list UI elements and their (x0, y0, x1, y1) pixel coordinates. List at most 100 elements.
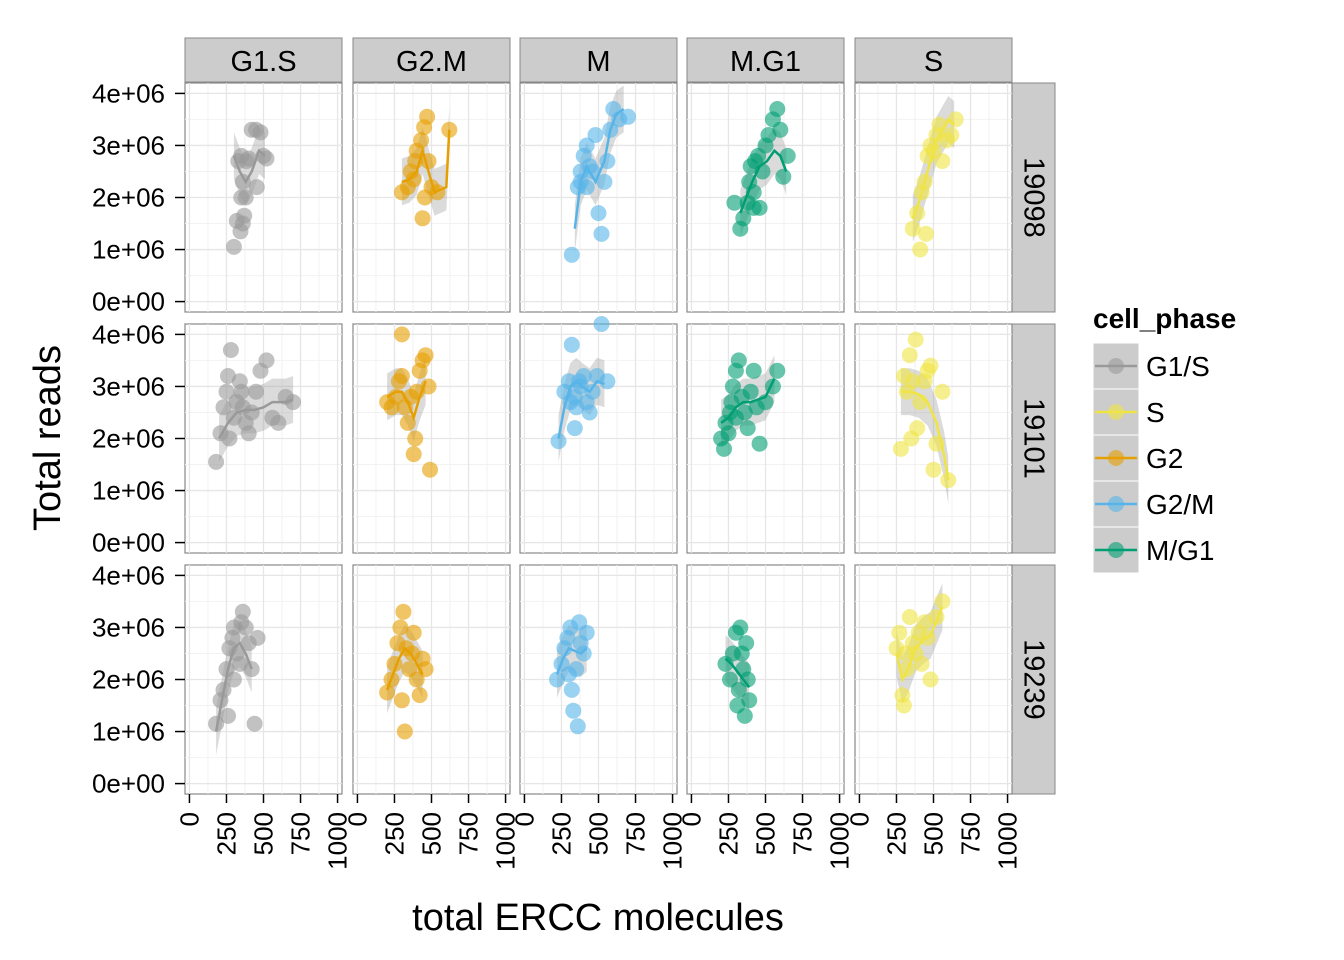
data-point (912, 241, 929, 258)
data-point (916, 614, 933, 631)
data-point (221, 430, 238, 447)
facet-strip-right-label: 19101 (1018, 398, 1050, 479)
facet-series (225, 121, 275, 255)
data-point (934, 383, 951, 400)
data-point (270, 414, 287, 431)
data-point (943, 127, 960, 143)
facet-series (379, 603, 434, 740)
x-tick-label: 750 (621, 812, 651, 855)
data-point (285, 394, 302, 411)
y-tick-label: 2e+06 (92, 183, 165, 213)
x-axis: 0 250 500 750 1000 (676, 794, 855, 870)
smooth-line (386, 380, 427, 422)
facet-series (888, 583, 951, 714)
x-tick-label: 250 (881, 812, 911, 855)
smooth-line (555, 646, 588, 675)
data-point (922, 671, 939, 688)
x-tick-label: 1000 (993, 812, 1023, 870)
data-point (248, 179, 265, 196)
smooth-line (573, 107, 625, 229)
data-point (379, 684, 396, 701)
x-tick-label: 1000 (323, 812, 353, 870)
legend-key-point (1108, 404, 1124, 420)
data-point (596, 173, 613, 190)
y-axis-title: Total reads (27, 345, 69, 531)
x-tick-label: 750 (454, 812, 484, 855)
data-point (566, 388, 583, 405)
x-tick-label: 0 (342, 812, 372, 826)
x-tick-label: 1000 (825, 812, 855, 870)
y-tick-label: 4e+06 (92, 78, 165, 108)
data-point (222, 342, 239, 358)
facet-series (208, 342, 302, 470)
x-tick-label: 250 (379, 812, 409, 855)
data-point (249, 629, 266, 646)
data-point (218, 383, 235, 400)
legend-entry: S (1092, 388, 1165, 436)
y-tick-label: 3e+06 (92, 612, 165, 642)
data-point (901, 609, 918, 625)
data-point (891, 624, 908, 641)
smooth-line (401, 129, 451, 195)
data-point (578, 137, 595, 154)
y-tick-label: 3e+06 (92, 130, 165, 160)
data-point (732, 619, 749, 636)
x-tick-label: 250 (211, 812, 241, 855)
facet-series (550, 316, 616, 462)
x-tick-label: 500 (249, 812, 279, 855)
data-point (215, 399, 232, 416)
x-tick-label: 500 (919, 812, 949, 855)
data-point (769, 362, 786, 379)
facet-series (208, 603, 266, 755)
facet-panel (184, 564, 343, 795)
x-axis: 0 250 500 750 1000 (509, 794, 688, 870)
data-point (566, 420, 583, 437)
facet-strip-top (184, 37, 343, 83)
data-point (581, 404, 598, 421)
data-point (903, 430, 920, 447)
x-tick-label: 0 (676, 812, 706, 826)
facet-strip-top-label: M.G1 (730, 46, 801, 78)
data-point (405, 624, 422, 641)
data-point (408, 671, 425, 688)
data-point (895, 697, 912, 714)
x-tick-label: 250 (713, 812, 743, 855)
data-point (234, 603, 251, 620)
data-point (411, 687, 428, 704)
legend-label: M/G1 (1146, 535, 1214, 566)
facet-series (726, 101, 796, 237)
smooth-line (557, 379, 605, 439)
legend-key-point (1108, 358, 1124, 374)
facet-series (393, 106, 458, 227)
smooth-line (218, 398, 294, 440)
data-point (913, 655, 930, 672)
data-point (593, 316, 610, 332)
data-point (395, 603, 412, 620)
facet-strip-top-label: M (586, 46, 610, 78)
x-tick-label: 0 (509, 812, 539, 826)
data-point (934, 153, 951, 170)
smooth-line (911, 117, 956, 219)
data-point (738, 635, 755, 652)
data-point (240, 425, 257, 442)
smooth-line (724, 657, 751, 689)
x-tick-label: 500 (584, 812, 614, 855)
data-point (208, 715, 225, 732)
y-tick-label: 1e+06 (92, 235, 165, 265)
legend: cell_phase G1/S S G2 G2/M M/G1 (1092, 303, 1236, 574)
data-point (739, 420, 756, 437)
legend-key-point (1108, 450, 1124, 466)
data-point (575, 368, 592, 384)
data-point (901, 347, 918, 364)
smooth-line (720, 378, 776, 424)
data-point (779, 147, 796, 164)
data-point (560, 666, 577, 683)
facet-series (892, 331, 957, 504)
facet-panel (519, 564, 678, 795)
data-point (393, 692, 410, 709)
data-point (769, 101, 786, 117)
data-point (414, 210, 431, 227)
y-tick-label: 0e+00 (92, 769, 165, 799)
